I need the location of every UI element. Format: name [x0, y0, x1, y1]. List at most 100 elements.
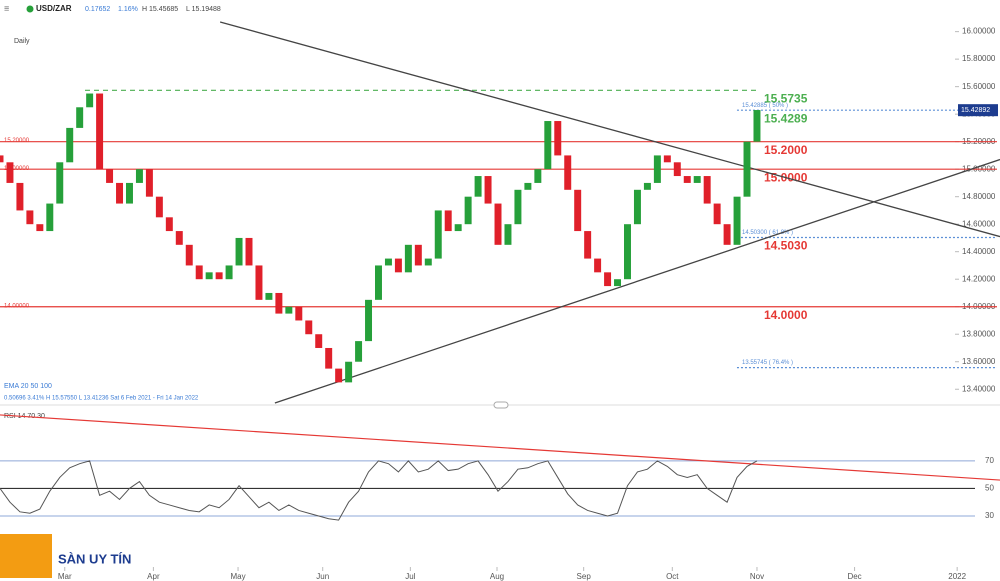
x-tick-label: Sep — [577, 572, 592, 581]
level-axis-label: 14.00000 — [4, 303, 30, 309]
x-tick-label: Aug — [490, 572, 504, 581]
candle — [434, 210, 442, 259]
y-tick-label: 15.60000 — [962, 82, 996, 91]
candle — [384, 258, 392, 266]
x-tick-label: Jun — [316, 572, 329, 581]
low: L 15.19488 — [186, 6, 221, 13]
candle — [175, 231, 183, 245]
resize-handle[interactable] — [493, 401, 509, 409]
candle — [86, 93, 94, 108]
candle — [165, 217, 173, 232]
high: H 15.45685 — [142, 6, 178, 13]
rsi-tick-label: 50 — [985, 484, 994, 493]
candle — [663, 155, 671, 163]
candle — [693, 176, 701, 183]
symbol[interactable]: USD/ZAR — [36, 4, 72, 13]
level-label: 15.5735 — [764, 91, 808, 105]
y-tick-label: 15.80000 — [962, 54, 996, 63]
candle — [66, 127, 74, 163]
candle — [185, 244, 193, 266]
candle — [275, 292, 283, 314]
fib-label: 13.55745 ( 76.4% ) — [742, 360, 793, 366]
logo: SÀN UY TÍN — [0, 534, 131, 578]
rsi-tick-label: 70 — [985, 456, 994, 465]
level-label: 14.5030 — [764, 239, 808, 253]
x-tick-label: Oct — [666, 572, 679, 581]
y-tick-label: 16.00000 — [962, 27, 996, 36]
candle — [743, 141, 751, 197]
candle — [474, 176, 482, 197]
candle — [36, 224, 44, 232]
candle — [205, 272, 213, 280]
candle — [444, 210, 452, 232]
candle — [584, 231, 592, 259]
x-tick-label: Apr — [147, 572, 160, 581]
candle — [534, 169, 542, 183]
fib-label: 15.42885 ( 50% ) — [742, 103, 788, 109]
candle — [723, 224, 731, 245]
candle — [56, 162, 64, 204]
candle — [504, 224, 512, 245]
candle — [195, 265, 203, 280]
rsi-tick-label: 30 — [985, 511, 994, 520]
candle — [225, 265, 233, 280]
fib-label: 14.50300 ( 61.8% ) — [742, 230, 793, 236]
change: 0.17652 — [85, 6, 110, 13]
x-tick-label: Dec — [847, 572, 861, 581]
candle — [16, 182, 24, 211]
x-tick-label: Nov — [750, 572, 764, 581]
candle — [365, 299, 373, 342]
candle — [46, 203, 54, 232]
candle — [494, 203, 502, 245]
candle — [564, 155, 572, 190]
candle — [404, 244, 412, 273]
candle — [265, 292, 273, 300]
candle — [6, 162, 14, 183]
candle — [554, 121, 562, 156]
candle — [285, 306, 293, 314]
candle — [116, 182, 124, 204]
ema-legend: EMA 20 50 100 — [4, 383, 52, 390]
candle — [703, 176, 711, 204]
candle — [106, 169, 114, 183]
y-tick-label: 14.20000 — [962, 274, 996, 283]
candle — [215, 272, 223, 280]
candle — [414, 244, 422, 266]
candle — [514, 189, 522, 225]
menu-icon[interactable]: ≡ — [4, 3, 9, 13]
candle — [245, 237, 253, 266]
candle — [424, 258, 432, 266]
candle — [295, 306, 303, 321]
candle — [76, 107, 84, 128]
y-tick-label: 14.80000 — [962, 192, 996, 201]
stats: 0.50696 3.41% H 15.57550 L 13.41236 Sat … — [4, 396, 199, 402]
candle — [633, 189, 641, 225]
candle — [155, 196, 163, 218]
candle — [145, 169, 153, 197]
y-tick-label: 13.40000 — [962, 384, 996, 393]
x-tick-label: Jul — [405, 572, 415, 581]
trendline — [274, 158, 1000, 404]
candle — [0, 155, 4, 163]
x-tick-label: 2022 — [948, 572, 966, 581]
candle — [653, 155, 661, 183]
candle — [484, 176, 492, 204]
level-label: 14.0000 — [764, 308, 808, 322]
rsi-line — [0, 460, 758, 521]
candle — [26, 210, 34, 225]
candle — [335, 368, 343, 383]
candle — [355, 341, 363, 362]
candle — [325, 347, 333, 369]
y-tick-label: 14.40000 — [962, 247, 996, 256]
y-tick-label: 13.60000 — [962, 357, 996, 366]
candle — [454, 224, 462, 232]
candle — [604, 272, 612, 287]
level-label: 15.2000 — [764, 143, 808, 157]
watermark: SÀN UY TÍN — [58, 551, 131, 566]
candle — [733, 196, 741, 245]
trendline — [219, 21, 1000, 238]
candle — [683, 176, 691, 183]
candle — [713, 203, 721, 225]
change-pct: 1.16% — [118, 6, 138, 13]
